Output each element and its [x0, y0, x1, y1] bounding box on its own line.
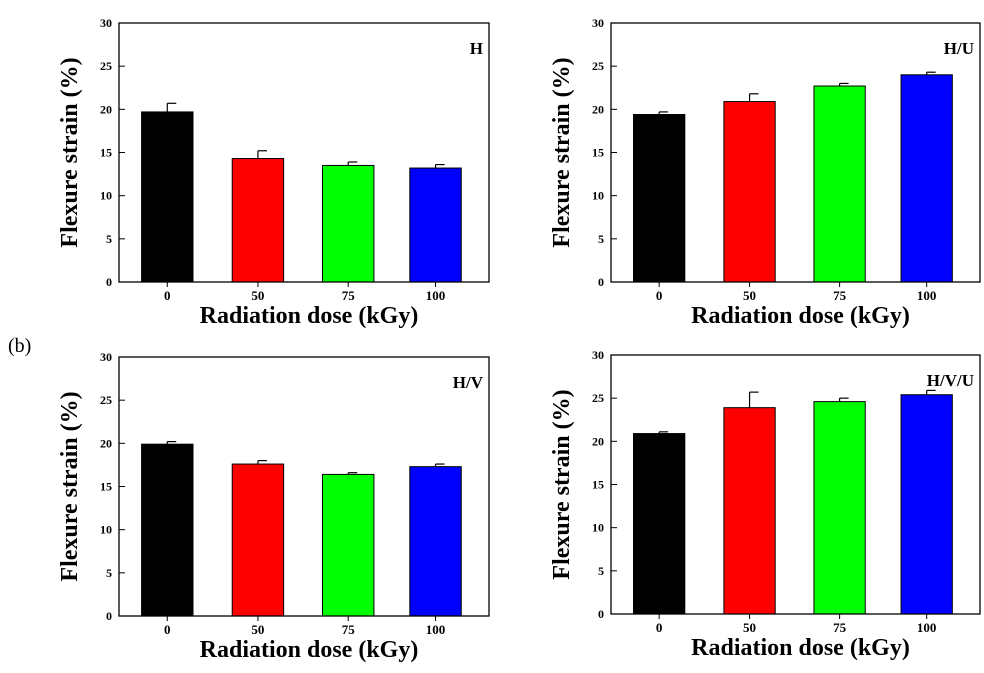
- y-tick-label: 15: [100, 480, 112, 494]
- bar: [322, 473, 375, 617]
- bar: [231, 158, 285, 283]
- chart-panel-4: 0 5 10 15 20 25 30 0 50 75 100 Radiation dose (kGy)…: [549, 348, 981, 661]
- sample-label: H/V/U: [927, 371, 974, 390]
- y-tick-label: 30: [592, 348, 604, 362]
- y-tick-label: 10: [100, 523, 112, 537]
- sample-label: H/V: [453, 373, 484, 392]
- x-tick-label: 75: [342, 622, 356, 637]
- x-tick-label: 50: [743, 288, 756, 303]
- y-tick-label: 5: [106, 232, 112, 246]
- x-tick-label: 75: [833, 288, 847, 303]
- chart-panel-3: 0 5 10 15 20 25 30 0 50 75 100 Radiation dose (kGy)…: [57, 350, 490, 663]
- sample-label: H: [470, 39, 483, 58]
- chart-panel-2: 0 5 10 15 20 25 30 0 50 75 100 Radiation dose (kGy)…: [549, 16, 981, 329]
- y-axis-title: Flexure strain (%): [549, 57, 575, 247]
- x-axis-title: Radiation dose (kGy): [200, 303, 419, 329]
- y-axis-title: Flexure strain (%): [57, 391, 83, 581]
- y-tick-label: 20: [100, 436, 112, 450]
- bar: [723, 407, 776, 615]
- bar: [813, 401, 866, 615]
- x-tick-label: 100: [917, 620, 937, 635]
- y-tick-label: 20: [592, 434, 604, 448]
- y-tick-label: 5: [106, 566, 112, 580]
- bar: [322, 164, 375, 283]
- x-axis-title: Radiation dose (kGy): [200, 637, 419, 663]
- y-tick-label: 15: [592, 146, 604, 160]
- y-tick-label: 0: [598, 607, 604, 621]
- x-tick-label: 100: [426, 622, 446, 637]
- x-tick-label: 100: [426, 288, 446, 303]
- bar: [141, 443, 194, 617]
- y-tick-label: 25: [100, 59, 112, 73]
- sample-label: H/U: [944, 39, 974, 58]
- y-tick-label: 0: [106, 275, 112, 289]
- bar: [409, 466, 462, 617]
- x-tick-label: 0: [656, 288, 663, 303]
- y-tick-label: 5: [598, 564, 604, 578]
- x-axis-title: Radiation dose (kGy): [691, 303, 910, 329]
- y-tick-label: 10: [592, 521, 604, 535]
- y-tick-label: 0: [106, 609, 112, 623]
- x-tick-label: 75: [342, 288, 356, 303]
- y-tick-label: 30: [100, 16, 112, 30]
- x-tick-label: 75: [833, 620, 847, 635]
- bar: [231, 463, 285, 617]
- y-axis-title: Flexure strain (%): [549, 389, 575, 579]
- x-axis-title: Radiation dose (kGy): [691, 635, 910, 661]
- panel-label: (b): [8, 335, 32, 357]
- x-tick-label: 50: [743, 620, 756, 635]
- bar: [141, 111, 194, 283]
- y-tick-label: 10: [592, 189, 604, 203]
- y-tick-label: 0: [598, 275, 604, 289]
- chart-panel-1: 0 5 10 15 20 25 30 0 50 75 100 Radiation dose (kGy)…: [57, 16, 490, 329]
- y-axis-title: Flexure strain (%): [57, 57, 83, 247]
- x-tick-label: 100: [917, 288, 937, 303]
- x-tick-label: 50: [251, 622, 264, 637]
- y-tick-label: 10: [100, 189, 112, 203]
- x-tick-label: 0: [164, 288, 171, 303]
- bar: [900, 394, 953, 615]
- bar: [633, 114, 686, 283]
- x-tick-label: 0: [656, 620, 663, 635]
- y-tick-label: 20: [100, 102, 112, 116]
- y-tick-label: 25: [592, 391, 604, 405]
- bar: [409, 167, 462, 283]
- bar: [723, 101, 776, 283]
- x-tick-label: 50: [251, 288, 264, 303]
- y-tick-label: 15: [592, 478, 604, 492]
- y-tick-label: 15: [100, 146, 112, 160]
- bar: [813, 85, 866, 283]
- y-tick-label: 25: [100, 393, 112, 407]
- y-tick-label: 5: [598, 232, 604, 246]
- bar: [633, 433, 686, 615]
- y-tick-label: 20: [592, 102, 604, 116]
- y-tick-label: 25: [592, 59, 604, 73]
- x-tick-label: 0: [164, 622, 171, 637]
- y-tick-label: 30: [592, 16, 604, 30]
- y-tick-label: 30: [100, 350, 112, 364]
- bar: [900, 74, 953, 283]
